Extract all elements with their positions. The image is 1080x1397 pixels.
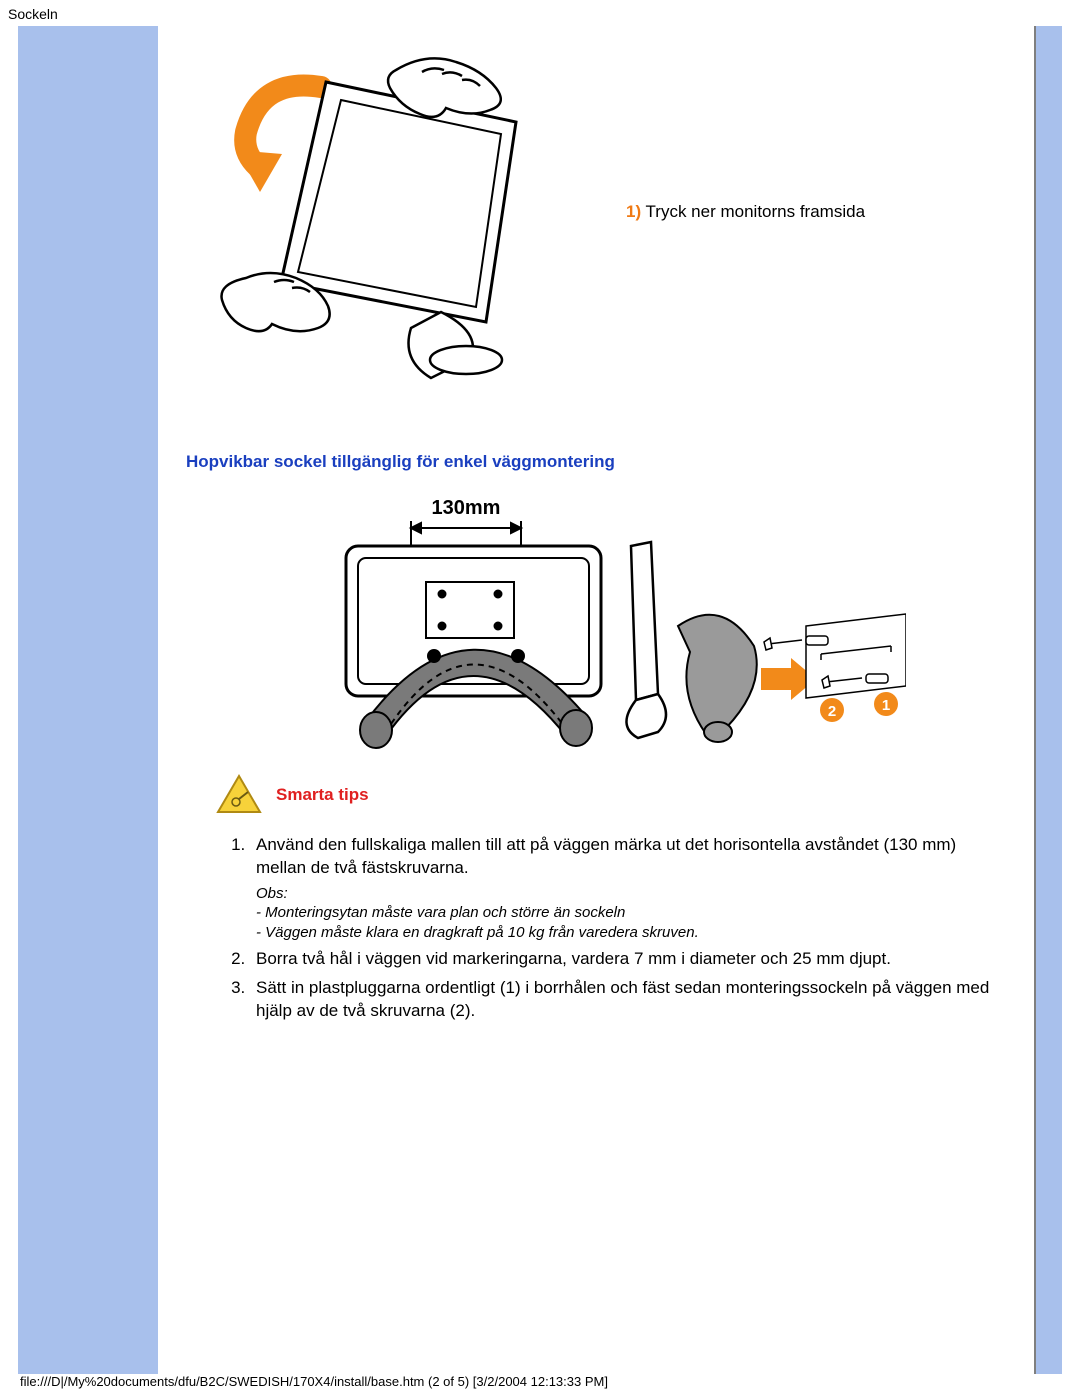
page-header: Sockeln: [0, 0, 1080, 26]
svg-text:2: 2: [828, 703, 836, 720]
monitor-outline: [281, 82, 516, 322]
list-item: Sätt in plastpluggarna ordentligt (1) i …: [250, 977, 1006, 1023]
obs-block: Obs: - Monteringsytan måste vara plan oc…: [256, 884, 1006, 943]
monitor-side-profile: [626, 542, 666, 738]
tip-text: Sätt in plastpluggarna ordentligt (1) i …: [256, 978, 989, 1020]
outer-frame: 1) Tryck ner monitorns framsida Hopvikba…: [0, 26, 1080, 1374]
badge-1: 1: [874, 692, 898, 716]
figure-1-row: 1) Tryck ner monitorns framsida: [186, 42, 1006, 382]
content-card: 1) Tryck ner monitorns framsida Hopvikba…: [158, 26, 1036, 1374]
dimension-label: 130mm: [432, 497, 501, 519]
figure-1-caption-text: Tryck ner monitorns framsida: [641, 202, 865, 221]
figure-1-step-number: 1): [626, 202, 641, 221]
side-base: [678, 615, 757, 742]
obs-line: - Monteringsytan måste vara plan och stö…: [256, 903, 1006, 923]
header-title: Sockeln: [8, 6, 58, 22]
figure-2-illustration: 130mm: [286, 486, 906, 756]
badge-2: 2: [820, 698, 844, 722]
tip-text: Borra två hål i väggen vid markeringarna…: [256, 949, 891, 968]
obs-line: - Väggen måste klara en dragkraft på 10 …: [256, 923, 1006, 943]
tip-text: Använd den fullskaliga mallen till att p…: [256, 835, 956, 877]
warning-icon: [216, 774, 262, 816]
obs-label: Obs:: [256, 884, 1006, 904]
list-item: Borra två hål i väggen vid markeringarna…: [250, 948, 1006, 971]
list-item: Använd den fullskaliga mallen till att p…: [250, 834, 1006, 942]
blue-band: 1) Tryck ner monitorns framsida Hopvikba…: [18, 26, 1062, 1374]
tips-header-row: Smarta tips: [216, 774, 1006, 816]
wall-plate: [806, 614, 906, 698]
footer-path: file:///D|/My%20documents/dfu/B2C/SWEDIS…: [20, 1374, 1060, 1389]
section-heading: Hopvikbar sockel tillgänglig för enkel v…: [186, 452, 1006, 472]
monitor-base-hint: [409, 312, 503, 378]
tips-label: Smarta tips: [276, 785, 369, 805]
figure-1-caption: 1) Tryck ner monitorns framsida: [626, 202, 865, 222]
figure-1-illustration: [186, 42, 586, 382]
tips-list: Använd den fullskaliga mallen till att p…: [250, 834, 1006, 1023]
svg-text:1: 1: [882, 697, 890, 714]
